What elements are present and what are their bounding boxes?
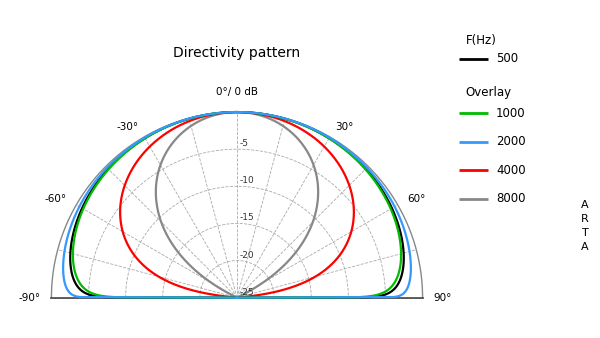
Text: 8000: 8000 bbox=[496, 192, 526, 205]
Text: F(Hz): F(Hz) bbox=[466, 34, 496, 47]
Text: -15: -15 bbox=[239, 214, 254, 222]
Text: Directivity pattern: Directivity pattern bbox=[173, 46, 301, 60]
Text: 2000: 2000 bbox=[496, 135, 526, 148]
Text: 1000: 1000 bbox=[496, 107, 526, 120]
Text: A
R
T
A: A R T A bbox=[581, 200, 589, 252]
Text: -5: -5 bbox=[239, 139, 248, 148]
Text: 500: 500 bbox=[496, 52, 518, 66]
Text: 4000: 4000 bbox=[496, 164, 526, 177]
Text: -60°: -60° bbox=[44, 194, 67, 204]
Text: -20: -20 bbox=[239, 250, 254, 260]
Text: 0°/ 0 dB: 0°/ 0 dB bbox=[216, 87, 258, 97]
Text: Overlay: Overlay bbox=[466, 86, 512, 99]
Text: -25: -25 bbox=[239, 288, 254, 297]
Text: 90°: 90° bbox=[434, 293, 452, 303]
Text: -30°: -30° bbox=[116, 122, 139, 132]
Text: 60°: 60° bbox=[407, 194, 426, 204]
Text: -10: -10 bbox=[239, 176, 254, 185]
Text: 30°: 30° bbox=[335, 122, 354, 132]
Text: -90°: -90° bbox=[18, 293, 40, 303]
